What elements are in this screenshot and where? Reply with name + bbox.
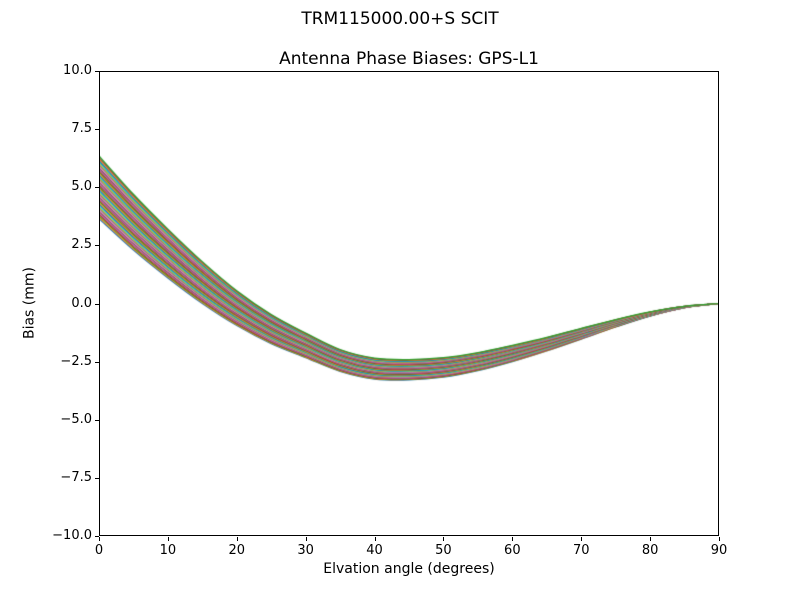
y-tick-mark xyxy=(95,419,99,421)
x-tick-mark xyxy=(443,537,445,541)
y-tick-mark xyxy=(95,71,99,72)
y-tick-label: 0.0 xyxy=(71,295,92,311)
x-tick-label: 60 xyxy=(504,543,521,558)
y-tick-label: 2.5 xyxy=(71,237,92,253)
x-tick-label: 10 xyxy=(159,543,177,558)
x-tick-mark xyxy=(581,537,583,541)
x-tick-label: 0 xyxy=(94,543,104,558)
x-tick-mark xyxy=(236,537,238,541)
x-tick-mark xyxy=(374,537,376,541)
x-tick-label: 20 xyxy=(228,543,246,558)
y-tick-label: −5.0 xyxy=(60,411,92,427)
y-tick-mark xyxy=(95,303,99,305)
x-tick-mark xyxy=(305,537,307,541)
y-tick-mark xyxy=(95,245,99,247)
x-tick-label: 70 xyxy=(572,543,590,558)
y-tick-mark xyxy=(95,477,99,479)
x-tick-label: 40 xyxy=(366,543,383,558)
x-tick-label: 30 xyxy=(297,543,314,558)
x-tick-label: 50 xyxy=(435,543,452,558)
axes-title: Antenna Phase Biases: GPS-L1 xyxy=(279,49,539,69)
x-tick-mark xyxy=(512,537,514,541)
y-tick-label: −10.0 xyxy=(52,528,92,543)
figure-suptitle: TRM115000.00+S SCIT xyxy=(301,9,499,29)
y-tick-label: 7.5 xyxy=(71,121,92,137)
y-tick-mark xyxy=(95,129,99,131)
y-tick-mark xyxy=(95,536,99,537)
y-axis-label: Bias (mm) xyxy=(21,266,38,340)
line-chart-canvas xyxy=(99,71,719,536)
x-tick-label: 80 xyxy=(641,543,659,558)
x-tick-mark xyxy=(167,537,169,541)
x-axis-label: Elvation angle (degrees) xyxy=(323,561,495,577)
y-tick-label: 5.0 xyxy=(71,179,92,195)
x-tick-mark xyxy=(650,537,652,541)
y-tick-label: −2.5 xyxy=(60,353,92,369)
y-tick-label: 10.0 xyxy=(63,63,92,78)
x-tick-mark xyxy=(99,537,100,541)
x-tick-label: 90 xyxy=(710,543,728,558)
y-tick-label: −7.5 xyxy=(60,469,92,485)
y-tick-mark xyxy=(95,361,99,363)
y-tick-mark xyxy=(95,187,99,189)
x-tick-mark xyxy=(719,537,720,541)
